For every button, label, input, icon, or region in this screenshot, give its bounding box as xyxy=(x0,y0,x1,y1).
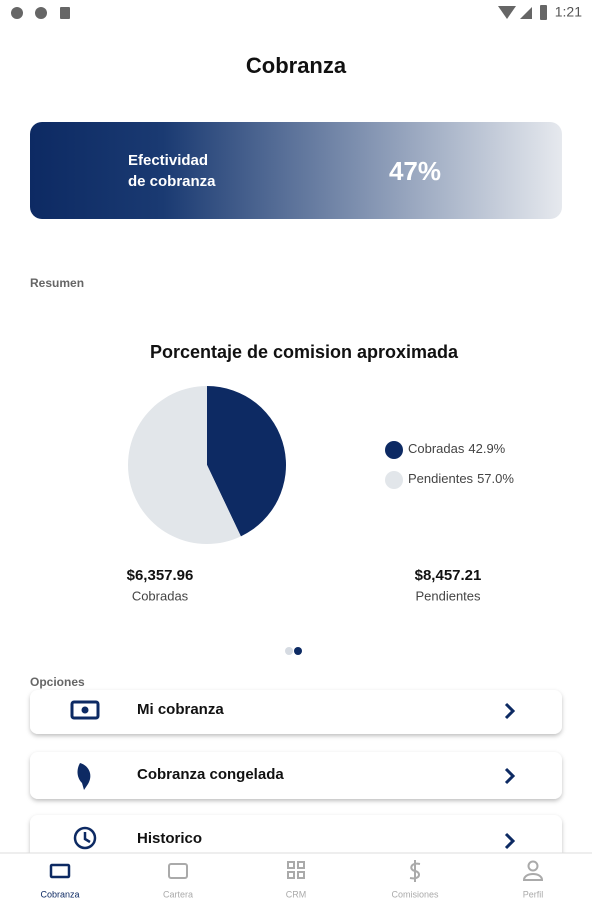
legend-swatch xyxy=(385,441,403,459)
time: 1:21 xyxy=(555,4,582,20)
section-label: Opciones xyxy=(30,675,85,689)
option-label: Mi cobranza xyxy=(137,701,224,718)
nav-icon xyxy=(287,861,305,879)
page-dot[interactable] xyxy=(285,647,293,655)
card xyxy=(30,690,562,734)
card xyxy=(30,752,562,799)
amounts: $6,357.96 Cobradas $8,457.21 Pendientes xyxy=(127,567,482,603)
nav-label[interactable]: Comisiones xyxy=(391,889,439,899)
banner-label: Efectividad xyxy=(128,152,208,169)
legend-name: Cobradas xyxy=(408,441,465,456)
legend-name: Pendientes xyxy=(408,471,474,486)
amount-label: Pendientes xyxy=(415,588,481,603)
nav-label[interactable]: Cartera xyxy=(163,889,193,899)
section-label: Resumen xyxy=(30,276,84,290)
status-icon xyxy=(35,7,47,19)
nav-bg xyxy=(0,853,592,900)
page-title: Cobranza xyxy=(246,53,347,78)
pie-slice xyxy=(128,386,241,544)
status-bar: 1:21 xyxy=(11,4,582,20)
banner-value: 47% xyxy=(389,156,441,186)
nav-label[interactable]: CRM xyxy=(286,889,307,899)
option-label: Historico xyxy=(137,830,202,847)
status-icon xyxy=(11,7,23,19)
battery-icon xyxy=(540,5,547,20)
money-icon xyxy=(81,706,89,714)
status-icon xyxy=(60,7,70,19)
nav-label[interactable]: Cobranza xyxy=(40,889,79,899)
amount-value: $8,457.21 xyxy=(415,567,482,584)
amount-label: Cobradas xyxy=(132,588,189,603)
nav-icon xyxy=(409,860,421,882)
chart-title: Porcentaje de comision aproximada xyxy=(150,342,459,362)
legend-value: 57.0% xyxy=(477,471,514,486)
option-label: Cobranza congelada xyxy=(137,766,284,783)
legend: Cobradas 42.9% Pendientes 57.0% xyxy=(385,441,514,489)
nav-icon xyxy=(527,860,539,872)
option-card[interactable]: Mi cobranza xyxy=(30,690,562,734)
banner-label: de cobranza xyxy=(128,173,216,190)
legend-label: Cobradas 42.9% xyxy=(408,441,506,456)
nav-icon xyxy=(168,863,188,879)
legend-label: Pendientes 57.0% xyxy=(408,471,514,486)
legend-swatch xyxy=(385,471,403,489)
chevron xyxy=(504,767,516,785)
chevron xyxy=(504,832,516,850)
pie-chart xyxy=(128,386,287,544)
pie-slice xyxy=(207,386,287,537)
history-icon xyxy=(83,832,91,844)
chevron xyxy=(504,702,516,720)
nav-icon xyxy=(522,873,544,881)
money-icon xyxy=(70,700,100,720)
option-card[interactable]: Cobranza congelada xyxy=(30,752,562,799)
nav-icon xyxy=(49,863,71,879)
page-dot[interactable] xyxy=(294,647,302,655)
nav-label[interactable]: Perfil xyxy=(523,889,544,899)
signal-icon xyxy=(520,7,532,19)
frozen-icon xyxy=(77,763,91,790)
bottom-nav: Cobranza Cartera CRM Comisiones Perfil xyxy=(0,852,592,900)
legend-value: 42.9% xyxy=(468,441,505,456)
amount-value: $6,357.96 xyxy=(127,567,194,584)
wifi-icon xyxy=(498,6,516,19)
banner xyxy=(30,122,562,219)
history-icon xyxy=(73,826,97,850)
